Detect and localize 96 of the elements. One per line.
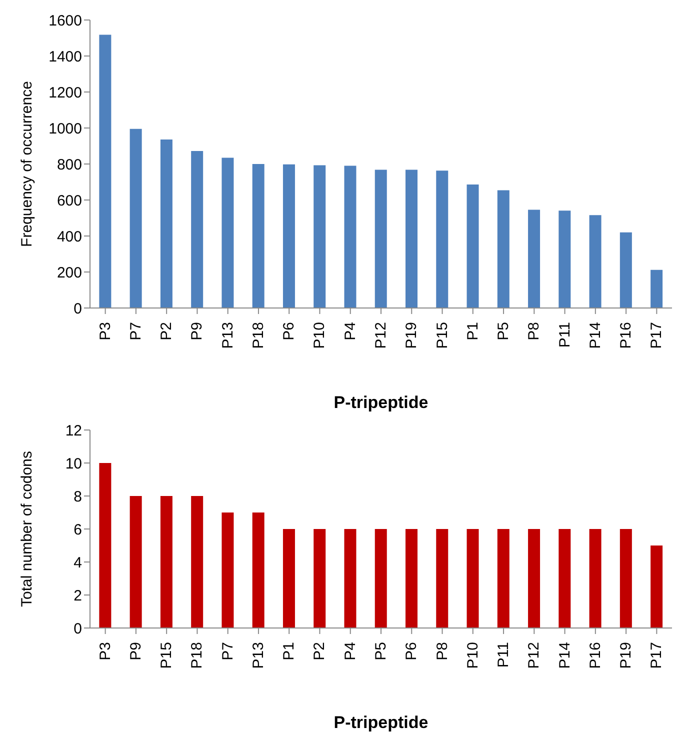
x-tick-label: P3 bbox=[96, 642, 114, 660]
x-axis-title: P-tripeptide bbox=[334, 393, 428, 412]
bar bbox=[620, 232, 632, 308]
bar bbox=[191, 496, 204, 628]
y-tick-label: 1600 bbox=[48, 12, 82, 30]
y-tick-label: 1400 bbox=[48, 48, 82, 66]
bar bbox=[528, 210, 540, 308]
y-tick-label: 0 bbox=[74, 620, 82, 638]
bar bbox=[558, 529, 571, 628]
bar bbox=[436, 170, 448, 308]
x-tick-label: P6 bbox=[280, 322, 298, 340]
x-tick-label: P9 bbox=[127, 642, 144, 660]
y-tick-label: 1000 bbox=[48, 120, 82, 138]
bar bbox=[160, 140, 172, 308]
x-tick-label: P4 bbox=[342, 322, 359, 340]
x-tick-label: P11 bbox=[556, 322, 574, 348]
y-tick-label: 8 bbox=[74, 488, 82, 506]
x-tick-label: P12 bbox=[372, 322, 390, 349]
y-tick-label: 12 bbox=[65, 422, 82, 440]
x-tick-label: P6 bbox=[403, 642, 420, 660]
x-tick-label: P17 bbox=[648, 642, 666, 669]
y-tick-label: 4 bbox=[74, 554, 82, 572]
bar bbox=[282, 529, 295, 628]
bar bbox=[344, 166, 356, 308]
x-tick-label: P10 bbox=[464, 642, 482, 669]
y-axis-title: Frequency of occurrence bbox=[18, 81, 36, 247]
bar bbox=[650, 546, 663, 628]
x-tick-label: P14 bbox=[556, 642, 574, 669]
x-tick-label: P16 bbox=[586, 642, 604, 669]
x-tick-label: P10 bbox=[311, 322, 328, 349]
y-tick-label: 6 bbox=[74, 521, 82, 538]
bar bbox=[406, 529, 418, 628]
x-tick-label: P3 bbox=[96, 322, 114, 340]
bar bbox=[160, 496, 172, 628]
bar bbox=[252, 512, 264, 628]
x-tick-label: P19 bbox=[618, 642, 635, 669]
y-axis-title: Total number of codons bbox=[18, 451, 36, 607]
y-tick-label: 10 bbox=[65, 455, 82, 472]
x-tick-label: P4 bbox=[342, 642, 359, 660]
bar bbox=[589, 529, 602, 628]
bar bbox=[314, 529, 326, 628]
x-tick-label: P15 bbox=[434, 322, 451, 349]
x-axis-title: P-tripeptide bbox=[334, 713, 428, 732]
x-tick-label: P16 bbox=[618, 322, 635, 349]
bar bbox=[497, 190, 510, 308]
bar bbox=[528, 529, 540, 628]
x-tick-label: P18 bbox=[250, 322, 267, 349]
y-tick-label: 200 bbox=[56, 264, 82, 282]
x-tick-label: P13 bbox=[250, 642, 267, 669]
bar bbox=[436, 529, 448, 628]
y-tick-label: 0 bbox=[74, 300, 82, 318]
bar bbox=[406, 170, 418, 308]
bar bbox=[252, 164, 264, 308]
bar bbox=[344, 529, 356, 628]
y-tick-label: 400 bbox=[56, 228, 82, 246]
bar bbox=[191, 151, 204, 308]
bar bbox=[558, 210, 571, 308]
y-tick-label: 600 bbox=[56, 192, 82, 210]
bar bbox=[374, 529, 387, 628]
bar bbox=[497, 529, 510, 628]
bar bbox=[466, 184, 479, 308]
x-tick-label: P2 bbox=[311, 642, 328, 660]
x-tick-label: P8 bbox=[526, 322, 543, 340]
x-tick-label: P5 bbox=[372, 642, 390, 660]
x-tick-label: P11 bbox=[495, 642, 512, 668]
x-tick-label: P2 bbox=[158, 322, 176, 340]
x-tick-label: P9 bbox=[188, 322, 206, 340]
x-tick-label: P14 bbox=[586, 322, 604, 349]
bar bbox=[222, 512, 234, 628]
x-tick-label: P19 bbox=[403, 322, 420, 349]
bar bbox=[589, 215, 602, 308]
x-tick-label: P1 bbox=[280, 642, 298, 660]
x-tick-label: P7 bbox=[219, 642, 236, 660]
x-tick-label: P17 bbox=[648, 322, 666, 349]
bar bbox=[130, 128, 142, 308]
x-tick-label: P7 bbox=[127, 322, 144, 340]
x-tick-label: P18 bbox=[188, 642, 206, 669]
y-tick-label: 2 bbox=[74, 587, 82, 604]
bar bbox=[650, 270, 663, 308]
y-tick-label: 800 bbox=[56, 156, 82, 174]
bar bbox=[374, 170, 387, 308]
bar bbox=[99, 34, 112, 308]
x-tick-label: P13 bbox=[219, 322, 236, 349]
x-tick-label: P5 bbox=[495, 322, 512, 340]
bar bbox=[222, 158, 234, 308]
bar bbox=[314, 165, 326, 308]
bar bbox=[466, 529, 479, 628]
bar bbox=[620, 529, 632, 628]
bar bbox=[99, 463, 112, 628]
x-tick-label: P12 bbox=[526, 642, 543, 669]
bar bbox=[282, 164, 295, 308]
x-tick-label: P8 bbox=[434, 642, 451, 660]
y-tick-label: 1200 bbox=[48, 84, 82, 102]
x-tick-label: P1 bbox=[464, 322, 482, 340]
x-tick-label: P15 bbox=[158, 642, 176, 669]
bar bbox=[130, 496, 142, 628]
